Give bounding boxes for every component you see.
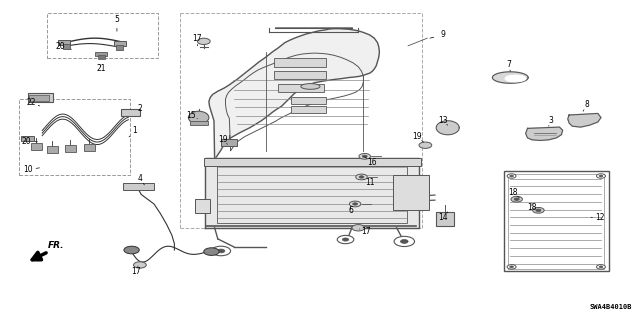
Bar [29, 95, 49, 101]
Circle shape [352, 225, 365, 231]
Text: 17: 17 [361, 227, 371, 236]
Circle shape [401, 240, 408, 243]
Circle shape [342, 238, 349, 241]
Bar [28, 93, 53, 102]
Text: 20: 20 [56, 42, 65, 51]
Bar [65, 145, 76, 152]
Text: 18: 18 [527, 203, 537, 212]
Text: 9: 9 [440, 31, 445, 40]
Polygon shape [505, 75, 525, 82]
Polygon shape [436, 121, 460, 135]
Bar [394, 175, 429, 210]
Circle shape [596, 265, 605, 269]
Text: 5: 5 [115, 15, 119, 24]
Bar [291, 107, 326, 114]
Bar [291, 97, 326, 104]
Circle shape [509, 266, 513, 268]
Circle shape [362, 155, 367, 158]
Text: 11: 11 [365, 178, 374, 187]
Bar [436, 212, 454, 226]
Text: 13: 13 [438, 116, 447, 125]
Circle shape [217, 249, 225, 253]
Text: 17: 17 [193, 34, 202, 43]
Bar [47, 146, 58, 153]
Circle shape [337, 235, 354, 244]
Bar [58, 40, 70, 45]
Circle shape [599, 266, 603, 268]
Text: 8: 8 [584, 100, 589, 109]
Circle shape [507, 265, 516, 269]
Bar [195, 199, 209, 213]
Circle shape [211, 246, 230, 256]
Circle shape [134, 262, 147, 268]
Polygon shape [209, 29, 380, 160]
Circle shape [532, 207, 544, 213]
Ellipse shape [301, 84, 320, 89]
Text: 3: 3 [548, 116, 554, 125]
Bar [204, 158, 421, 166]
Text: 21: 21 [97, 63, 106, 72]
Text: 7: 7 [506, 60, 511, 69]
Bar [115, 41, 126, 46]
Text: 19: 19 [218, 135, 228, 144]
Circle shape [353, 203, 358, 205]
Circle shape [197, 38, 210, 45]
Text: SWA4B4010B: SWA4B4010B [589, 304, 632, 310]
Bar [95, 52, 107, 56]
Bar [124, 183, 154, 190]
Bar [121, 109, 140, 116]
Text: 14: 14 [438, 213, 447, 222]
Bar [19, 99, 131, 175]
Bar [504, 171, 609, 271]
Text: 2: 2 [138, 104, 142, 113]
Bar [98, 55, 106, 59]
Circle shape [599, 175, 603, 177]
Circle shape [359, 176, 364, 178]
Bar [21, 136, 34, 141]
Circle shape [204, 248, 219, 256]
Text: 22: 22 [27, 98, 36, 107]
Bar [47, 13, 159, 58]
Text: 4: 4 [138, 174, 142, 183]
Circle shape [507, 174, 516, 178]
Text: 16: 16 [367, 158, 377, 167]
Circle shape [124, 246, 140, 254]
Text: 6: 6 [348, 206, 353, 215]
Bar [508, 174, 604, 269]
Text: 20: 20 [21, 137, 31, 145]
Bar [274, 70, 326, 79]
Text: 15: 15 [186, 111, 196, 120]
Polygon shape [568, 114, 601, 127]
Text: 17: 17 [131, 267, 141, 276]
Circle shape [536, 209, 541, 211]
Polygon shape [525, 127, 563, 140]
Polygon shape [205, 158, 419, 228]
Bar [221, 139, 237, 146]
Circle shape [514, 198, 519, 200]
Bar [278, 84, 324, 92]
Text: 19: 19 [412, 132, 422, 141]
Ellipse shape [188, 111, 209, 124]
Text: 18: 18 [508, 188, 518, 197]
Circle shape [596, 174, 605, 178]
Polygon shape [492, 72, 528, 83]
Bar [31, 143, 42, 150]
Bar [63, 44, 70, 49]
Bar [116, 46, 124, 50]
Circle shape [419, 142, 432, 148]
Bar [189, 122, 207, 125]
Text: 12: 12 [595, 213, 604, 222]
Circle shape [349, 201, 361, 207]
Circle shape [394, 236, 415, 247]
Bar [216, 164, 407, 223]
Text: 1: 1 [132, 126, 137, 135]
Circle shape [359, 153, 371, 159]
Circle shape [509, 175, 513, 177]
Circle shape [511, 196, 522, 202]
Circle shape [356, 174, 367, 180]
Text: 10: 10 [22, 165, 33, 174]
Text: FR.: FR. [48, 241, 65, 250]
Bar [274, 58, 326, 67]
Bar [84, 144, 95, 151]
